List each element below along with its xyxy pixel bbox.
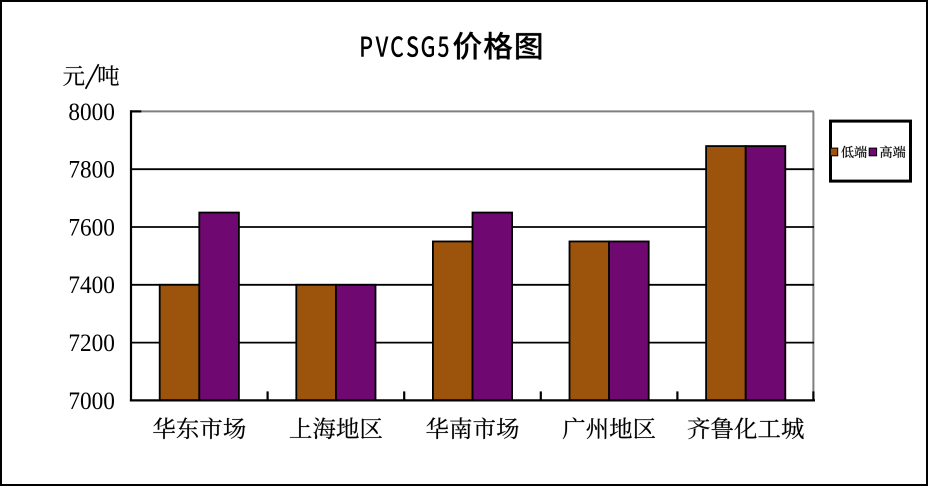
svg-text:7000: 7000 (68, 387, 115, 415)
svg-text:8000: 8000 (68, 98, 115, 126)
svg-text:7800: 7800 (68, 156, 115, 184)
svg-text:7200: 7200 (68, 329, 115, 357)
svg-text:7400: 7400 (68, 271, 115, 299)
svg-text:7600: 7600 (68, 213, 115, 241)
